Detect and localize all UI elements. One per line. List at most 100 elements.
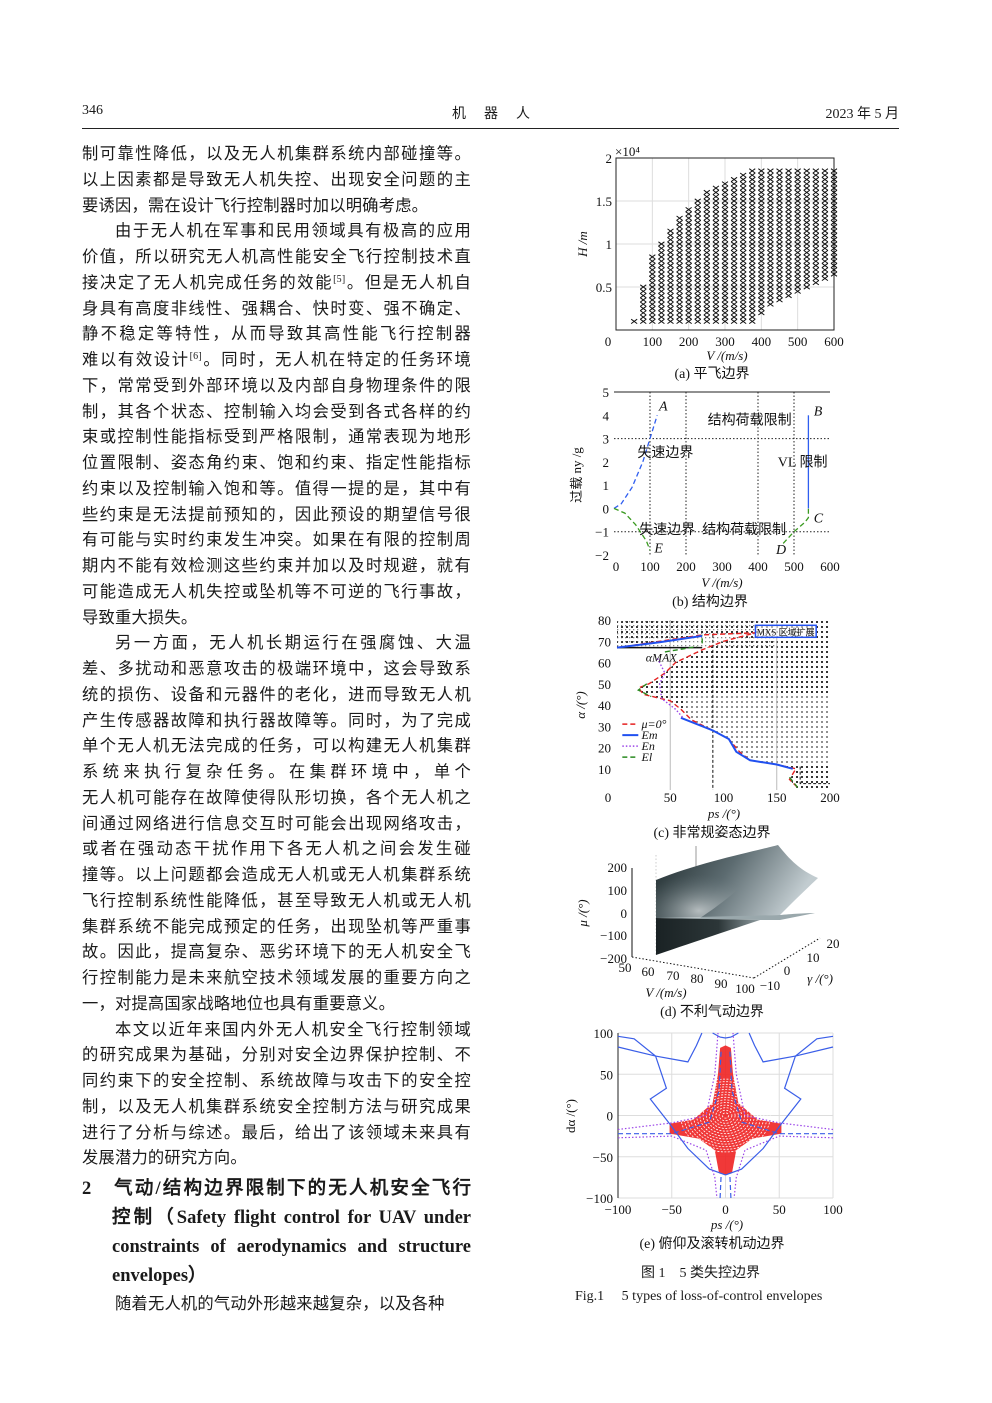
- text-line: 发展潜力的研究方向。: [82, 1145, 471, 1171]
- x-tick-label: 0: [613, 559, 620, 574]
- data-point-x: [748, 310, 756, 316]
- data-point-x: [830, 232, 838, 239]
- data-point-x: [803, 267, 811, 273]
- data-point-x: [812, 267, 820, 273]
- x-axis-label: V /(m/s): [701, 575, 742, 590]
- data-point-x: [748, 176, 756, 183]
- text-span: 统的损伤、设备和元器件的老化，进而导致无人机: [82, 684, 471, 704]
- data-point-x: [694, 241, 702, 247]
- data-point-x: [721, 292, 729, 299]
- text-line: 可能造成无人机失控或坠机等不可逆的飞行事故，: [82, 579, 471, 605]
- text-span: 行控制能力是未来航空技术领域发展的重要方向之: [82, 968, 471, 987]
- annotation: VL 限制: [778, 455, 828, 471]
- data-point-x: [739, 305, 747, 312]
- data-point-x: [721, 249, 729, 256]
- data-point-x: [685, 232, 692, 239]
- data-point-x: [758, 271, 765, 277]
- data-point-x: [703, 198, 711, 204]
- data-point-x: [703, 262, 711, 269]
- data-point-x: [730, 224, 738, 230]
- data-point-x: [776, 219, 783, 226]
- region-contour: [721, 1112, 730, 1119]
- data-point-x: [785, 181, 792, 187]
- surface-lower: [656, 918, 760, 955]
- data-point-x: [748, 271, 756, 277]
- data-point-x: [730, 194, 738, 200]
- text-span: 的研究成果为基础，分别对安全边界保护控制、不: [82, 1045, 471, 1065]
- data-point-x: [730, 314, 738, 320]
- data-point-x: [676, 237, 683, 243]
- data-point-x: [703, 237, 711, 243]
- data-point-x: [767, 224, 774, 230]
- data-point-x: [676, 219, 683, 226]
- data-point-x: [739, 249, 747, 256]
- data-point-x: [767, 258, 774, 264]
- text-line: 有可能与实时约束发生冲突。如果在有限的控制周: [82, 527, 471, 553]
- data-point-x: [712, 241, 720, 247]
- data-point-x: [658, 292, 665, 299]
- series-line: [719, 1173, 722, 1199]
- data-point-x: [703, 245, 711, 251]
- data-point-x: [776, 211, 783, 217]
- data-point-x: [776, 237, 783, 243]
- data-point-x: [658, 271, 665, 277]
- data-point-x: [812, 228, 820, 234]
- data-point-x: [667, 258, 674, 264]
- data-point-x: [830, 194, 838, 200]
- section-title-text: envelopes）: [112, 1266, 207, 1286]
- y-tick-label: 2: [603, 455, 610, 470]
- data-point-x: [748, 198, 756, 204]
- y-tick-label: 0: [607, 1109, 614, 1124]
- text-span: 难以有效设计: [82, 350, 190, 369]
- data-point-x: [830, 249, 838, 256]
- data-point-x: [676, 314, 683, 320]
- y-tick-label: 50: [598, 677, 611, 692]
- data-point-x: [730, 202, 738, 208]
- text-span: 约束以及控制输入饱和等。值得一提的是，其中有: [82, 478, 471, 498]
- x-tick-label: 600: [820, 559, 840, 574]
- data-point-x: [803, 168, 811, 174]
- text-span: 接决定了无人机完成任务的效能: [82, 272, 334, 292]
- series-line-mirror: [748, 1032, 834, 1063]
- series-line-El: [664, 645, 698, 653]
- data-point-x: [721, 305, 729, 312]
- data-point-x: [712, 284, 720, 290]
- y-tick-label: −100: [586, 1191, 613, 1206]
- y-tick-label: 1: [603, 478, 610, 493]
- data-point-x: [758, 241, 765, 247]
- data-point-x: [785, 168, 792, 174]
- text-line: 制可靠性降低，以及无人机集群系统内部碰撞等。: [82, 141, 471, 167]
- data-point-x: [794, 168, 801, 174]
- data-point-x: [758, 288, 765, 294]
- text-line: 飞行控制系统性能降低，甚至导致无人机或无人机: [82, 888, 471, 914]
- data-point-x: [721, 224, 729, 230]
- data-point-x: [667, 254, 674, 260]
- data-point-x: [667, 249, 674, 256]
- data-point-x: [739, 228, 747, 234]
- data-point-x: [721, 245, 729, 251]
- data-point-x: [803, 271, 811, 277]
- data-point-x: [794, 202, 801, 208]
- data-point-x: [785, 237, 792, 243]
- x-axis-label: V /(m/s): [706, 348, 747, 363]
- data-point-x: [667, 237, 674, 243]
- data-point-x: [703, 189, 711, 196]
- data-point-x: [767, 275, 774, 282]
- region-contour: [686, 1083, 765, 1148]
- text-span: 价值，所以研究无人机高性能安全飞行控制技术直: [82, 247, 471, 266]
- data-point-x: [821, 219, 829, 226]
- data-point-x: [730, 258, 738, 264]
- text-span: 导致重大损失。: [82, 607, 198, 627]
- data-point-x: [748, 292, 756, 299]
- data-point-x: [748, 284, 756, 290]
- data-point-x: [830, 245, 838, 251]
- data-point-x: [748, 288, 756, 294]
- data-point-x: [812, 271, 820, 277]
- data-point-x: [685, 215, 692, 221]
- data-point-x: [830, 181, 838, 187]
- data-point-x: [794, 194, 801, 200]
- data-point-x: [821, 249, 829, 256]
- region-contour: [702, 1096, 749, 1135]
- data-point-x: [676, 245, 683, 251]
- data-point-x: [703, 301, 711, 307]
